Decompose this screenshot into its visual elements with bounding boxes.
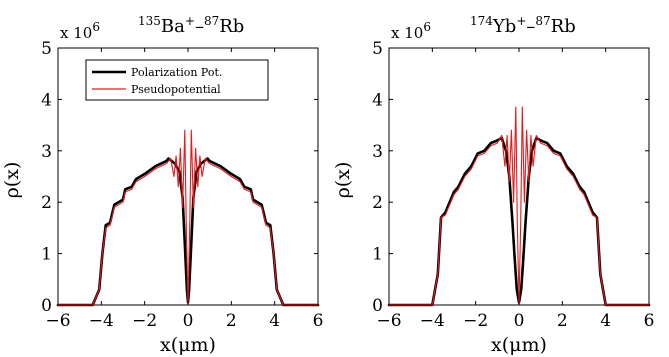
y-tick-label: 4 <box>41 90 52 110</box>
y-multiplier: x 106 <box>391 20 431 42</box>
x-tick-label: 0 <box>514 311 525 331</box>
x-tick-label: 2 <box>557 311 568 331</box>
axes-frame <box>388 47 650 306</box>
chart-title: 135Ba+–87Rb <box>138 14 244 37</box>
x-tick-label: −6 <box>376 311 401 331</box>
y-tick-label: 2 <box>372 193 383 213</box>
y-axis-label: ρ(x) <box>332 162 354 199</box>
y-axis-label: ρ(x) <box>1 162 23 199</box>
y-tick-label: 5 <box>41 39 52 59</box>
plot-area: −6 −4 −2 0 2 4 6 0 1 2 3 4 5 <box>41 39 323 331</box>
chart-panel-yb-rb: x 106 174Yb+–87Rb ρ(x) x(μm) −6 −4 −2 0 2 4 6 0… <box>332 14 654 356</box>
x-tick-label: −4 <box>420 311 445 331</box>
y-tick-label: 1 <box>41 245 52 265</box>
y-multiplier: x 106 <box>60 20 100 42</box>
x-axis-label: x(μm) <box>491 334 547 356</box>
legend-label-pseudopotential: Pseudopotential <box>131 83 221 96</box>
y-tick-label: 3 <box>372 142 383 162</box>
y-tick-label: 0 <box>41 296 52 316</box>
series-line-pseudopotential <box>388 106 650 306</box>
x-tick-label: −2 <box>132 311 157 331</box>
x-axis-label: x(μm) <box>160 334 216 356</box>
plot-area: −6 −4 −2 0 2 4 6 0 1 2 3 4 5 <box>372 39 654 331</box>
y-tick-label: 2 <box>41 193 52 213</box>
legend-label-polarization: Polarization Pot. <box>131 66 222 79</box>
y-tick-label: 5 <box>372 39 383 59</box>
chart-panel-ba-rb: x 106 135Ba+–87Rb ρ(x) x(μm) −6 −4 −2 0 2 4 6 0… <box>1 14 323 356</box>
y-tick-label: 0 <box>372 296 383 316</box>
x-tick-label: 4 <box>600 311 611 331</box>
y-tick-label: 3 <box>41 142 52 162</box>
legend-box <box>85 59 269 101</box>
x-tick-label: −2 <box>463 311 488 331</box>
chart-title: 174Yb+–87Rb <box>470 14 576 37</box>
x-tick-label: −6 <box>45 311 70 331</box>
legend: Polarization Pot. Pseudopotential <box>85 59 269 101</box>
x-tick-label: 2 <box>226 311 237 331</box>
y-tick-label: 4 <box>372 90 383 110</box>
x-tick-label: 6 <box>644 311 655 331</box>
x-tick-label: 4 <box>269 311 280 331</box>
x-tick-label: −4 <box>89 311 114 331</box>
x-tick-label: 0 <box>183 311 194 331</box>
series-line-pseudopotential <box>57 129 319 306</box>
x-tick-label: 6 <box>313 311 324 331</box>
y-tick-label: 1 <box>372 245 383 265</box>
